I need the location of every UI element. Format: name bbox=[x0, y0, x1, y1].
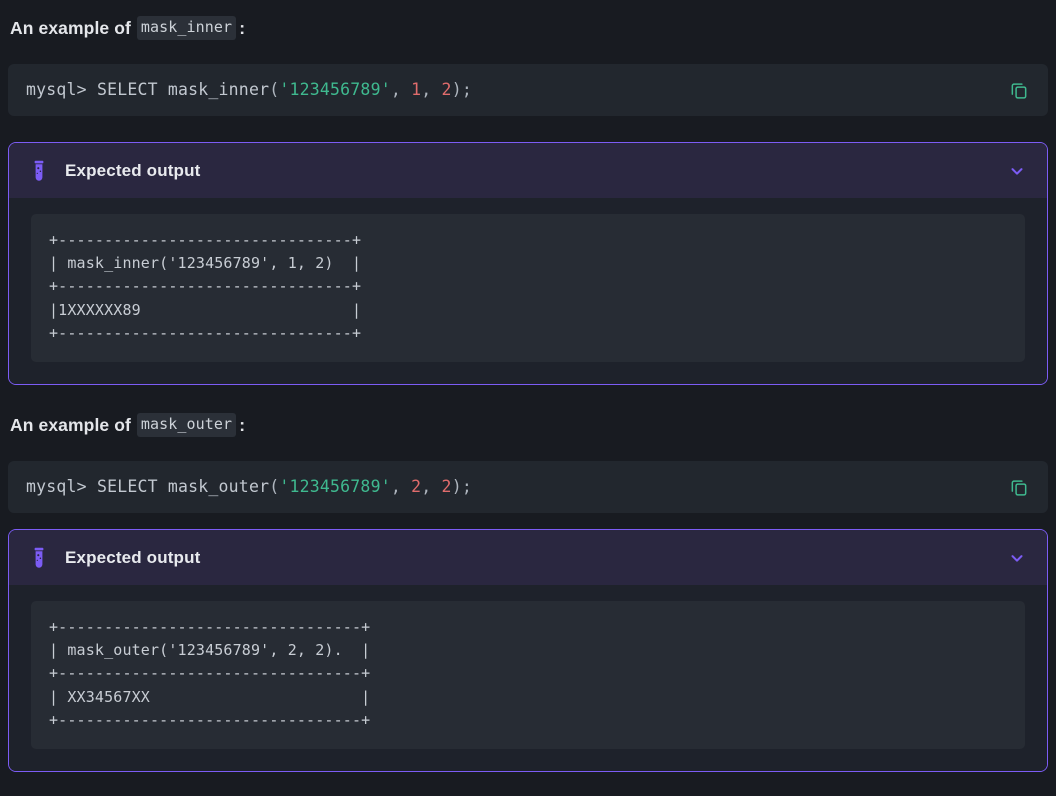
section-heading-mask-inner: An example of mask_inner: bbox=[8, 14, 1048, 42]
sql-comma-1: , bbox=[390, 476, 412, 496]
heading-lead-text: An example of bbox=[10, 17, 136, 38]
output-result-table: +--------------------------------+ | mas… bbox=[49, 231, 362, 342]
sql-number-argument-2: 2 bbox=[441, 79, 452, 99]
expected-output-title: Expected output bbox=[65, 547, 201, 567]
sql-keyword-select: SELECT bbox=[96, 476, 168, 496]
output-result-box: +--------------------------------+ | mas… bbox=[31, 214, 1025, 363]
sql-number-argument-1: 1 bbox=[411, 79, 422, 99]
sql-open-paren: ( bbox=[269, 79, 280, 99]
sql-code-line: mysql> SELECT mask_inner('123456789', 1,… bbox=[26, 79, 472, 99]
test-tube-icon bbox=[29, 160, 49, 182]
sql-function-name: mask_outer bbox=[167, 476, 270, 496]
sql-close-paren-semicolon: ); bbox=[451, 79, 472, 99]
sql-code-block-mask-inner: mysql> SELECT mask_inner('123456789', 1,… bbox=[8, 64, 1048, 116]
sql-comma-2: , bbox=[421, 476, 442, 496]
sql-comma-2: , bbox=[421, 79, 442, 99]
expected-output-body: +---------------------------------+ | ma… bbox=[9, 585, 1047, 772]
expected-output-body: +--------------------------------+ | mas… bbox=[9, 198, 1047, 385]
sql-number-argument-1: 2 bbox=[411, 476, 422, 496]
heading-lead-text: An example of bbox=[10, 414, 136, 435]
inline-code-mask-inner: mask_inner bbox=[136, 16, 237, 40]
output-result-box: +---------------------------------+ | ma… bbox=[31, 601, 1025, 750]
sql-code-line: mysql> SELECT mask_outer('123456789', 2,… bbox=[26, 476, 472, 496]
heading-colon: : bbox=[239, 17, 246, 38]
sql-number-argument-2: 2 bbox=[441, 476, 452, 496]
expected-output-header[interactable]: Expected output bbox=[9, 530, 1047, 586]
chevron-down-icon[interactable] bbox=[1007, 548, 1027, 568]
sql-function-name: mask_inner bbox=[167, 79, 270, 99]
sql-prompt: mysql> bbox=[26, 79, 97, 99]
chevron-down-icon[interactable] bbox=[1007, 161, 1027, 181]
output-result-table: +---------------------------------+ | ma… bbox=[49, 618, 371, 729]
section-heading-mask-outer: An example of mask_outer: bbox=[8, 411, 1048, 439]
sql-string-argument: '123456789' bbox=[279, 79, 391, 99]
sql-open-paren: ( bbox=[269, 476, 280, 496]
copy-icon[interactable] bbox=[1008, 79, 1030, 101]
sql-string-argument: '123456789' bbox=[279, 476, 391, 496]
sql-prompt: mysql> bbox=[26, 476, 97, 496]
sql-code-block-mask-outer: mysql> SELECT mask_outer('123456789', 2,… bbox=[8, 461, 1048, 514]
sql-close-paren-semicolon: ); bbox=[451, 476, 472, 496]
expected-output-panel-mask-inner: Expected output +-----------------------… bbox=[8, 142, 1048, 386]
heading-colon: : bbox=[239, 414, 246, 435]
inline-code-mask-outer: mask_outer bbox=[136, 413, 237, 437]
expected-output-panel-mask-outer: Expected output +-----------------------… bbox=[8, 529, 1048, 773]
test-tube-icon bbox=[29, 547, 49, 569]
copy-icon[interactable] bbox=[1008, 476, 1030, 498]
sql-keyword-select: SELECT bbox=[96, 79, 168, 99]
expected-output-title: Expected output bbox=[65, 160, 201, 180]
expected-output-header[interactable]: Expected output bbox=[9, 143, 1047, 198]
sql-comma-1: , bbox=[390, 79, 412, 99]
